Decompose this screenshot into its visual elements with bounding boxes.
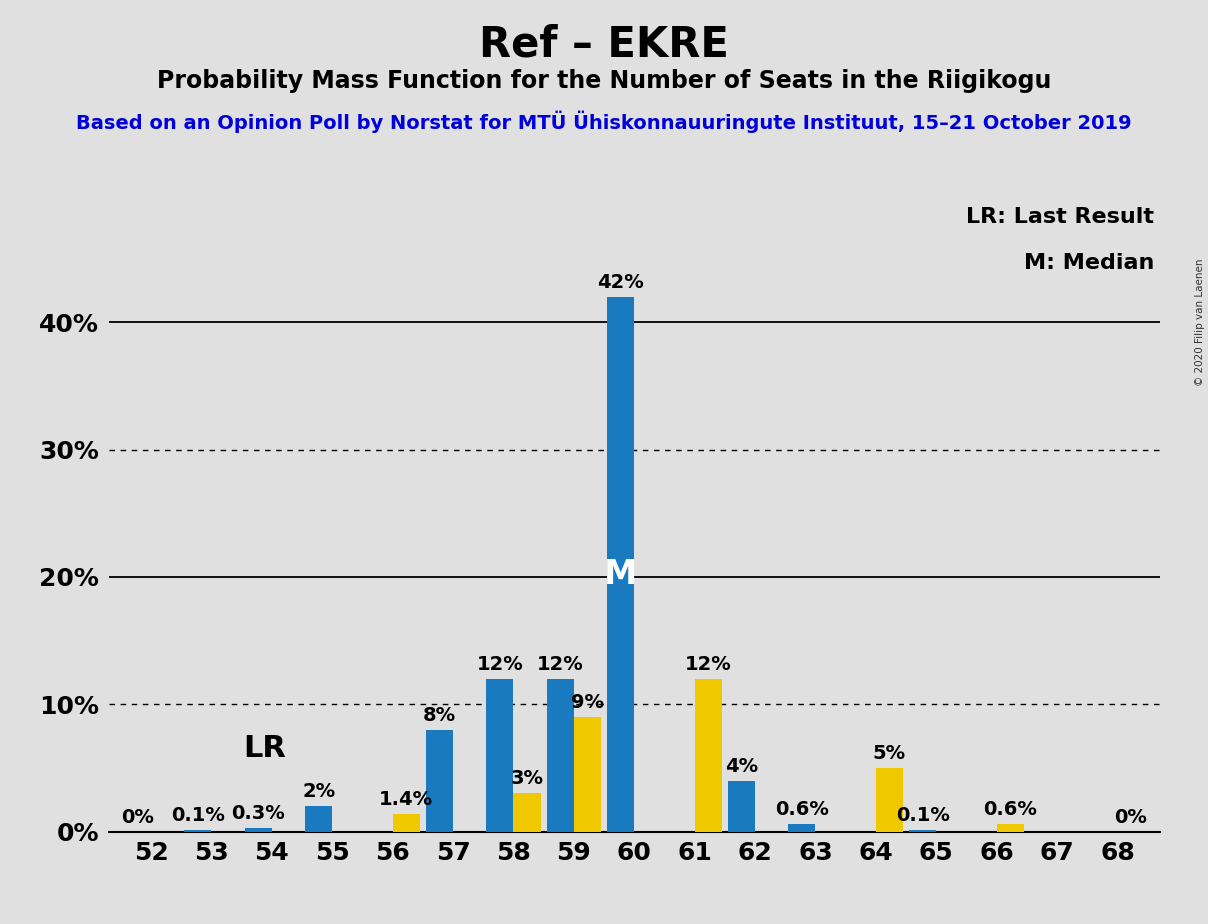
Text: 0.3%: 0.3% [232, 804, 285, 822]
Text: LR: Last Result: LR: Last Result [966, 207, 1155, 227]
Bar [608, 297, 634, 832]
Text: 0.1%: 0.1% [895, 807, 949, 825]
Text: 4%: 4% [725, 757, 757, 775]
Bar [393, 814, 420, 832]
Text: 0.6%: 0.6% [983, 800, 1038, 819]
Text: 1.4%: 1.4% [379, 790, 434, 808]
Bar [426, 730, 453, 832]
Text: M: Median: M: Median [1024, 253, 1155, 273]
Text: 12%: 12% [476, 655, 523, 674]
Bar [876, 768, 904, 832]
Bar [244, 828, 272, 832]
Text: 8%: 8% [423, 706, 455, 724]
Text: 5%: 5% [873, 744, 906, 763]
Text: 12%: 12% [536, 655, 583, 674]
Bar [695, 679, 722, 832]
Bar [789, 824, 815, 832]
Bar [910, 831, 936, 832]
Text: LR: LR [243, 735, 285, 763]
Text: 3%: 3% [511, 770, 544, 788]
Text: 0.6%: 0.6% [774, 800, 829, 819]
Text: Probability Mass Function for the Number of Seats in the Riigikogu: Probability Mass Function for the Number… [157, 69, 1051, 93]
Text: 2%: 2% [302, 782, 335, 801]
Bar [997, 824, 1024, 832]
Bar [487, 679, 513, 832]
Text: © 2020 Filip van Laenen: © 2020 Filip van Laenen [1195, 259, 1204, 386]
Bar [513, 794, 541, 832]
Bar [727, 781, 755, 832]
Text: 42%: 42% [597, 273, 644, 292]
Text: 0.1%: 0.1% [170, 807, 225, 825]
Text: 9%: 9% [571, 693, 604, 711]
Text: Based on an Opinion Poll by Norstat for MTÜ Ühiskonnauuringute Instituut, 15–21 : Based on an Opinion Poll by Norstat for … [76, 111, 1132, 133]
Bar [574, 717, 602, 832]
Text: 12%: 12% [685, 655, 732, 674]
Text: 0%: 0% [1115, 808, 1148, 826]
Text: M: M [604, 558, 638, 591]
Bar [184, 831, 211, 832]
Bar [304, 806, 332, 832]
Text: Ref – EKRE: Ref – EKRE [480, 23, 728, 65]
Bar [547, 679, 574, 832]
Text: 0%: 0% [121, 808, 153, 826]
